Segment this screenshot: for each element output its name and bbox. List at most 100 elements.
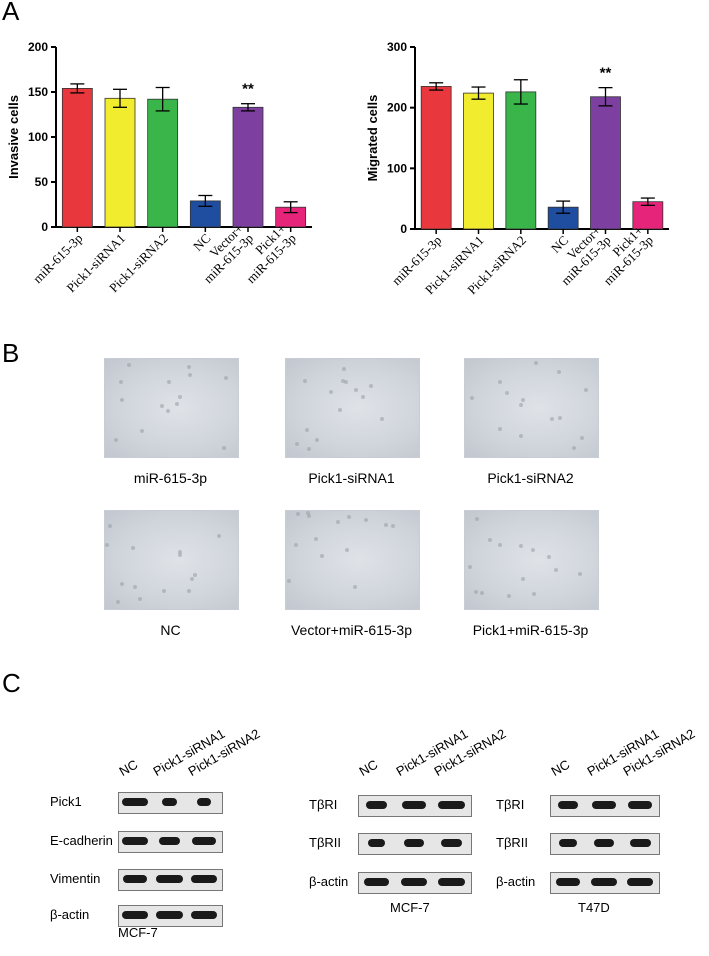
lane-header: NC: [356, 756, 381, 779]
cell-speck: [519, 403, 523, 407]
protein-band: [592, 801, 616, 809]
cell-speck: [584, 388, 588, 392]
cell-speck: [222, 446, 226, 450]
protein-band: [629, 839, 651, 847]
panel-label-b: B: [2, 338, 20, 368]
y-tick-label: 100: [28, 130, 48, 144]
protein-label: β-actin: [496, 874, 536, 889]
protein-band: [122, 911, 149, 919]
cell-speck: [187, 589, 191, 593]
y-tick-label: 300: [387, 40, 407, 54]
cell-speck: [307, 447, 311, 451]
cell-speck: [480, 591, 484, 595]
cell-speck: [534, 361, 538, 365]
cell-speck: [114, 438, 118, 442]
bar: [505, 91, 537, 230]
y-tick-label: 0: [41, 220, 48, 234]
lane-header: NC: [548, 756, 573, 779]
cell-speck: [521, 398, 525, 402]
cell-speck: [550, 417, 554, 421]
cell-speck: [119, 380, 123, 384]
cell-speck: [554, 568, 558, 572]
cell-speck: [166, 409, 170, 413]
cell-line-label: T47D: [578, 900, 610, 915]
cell-speck: [380, 417, 384, 421]
protein-band: [438, 878, 465, 886]
micrograph-caption: Pick1-siRNA2: [487, 470, 574, 486]
cell-speck: [347, 515, 351, 519]
lane-header: NC: [116, 756, 141, 779]
protein-band: [401, 801, 427, 809]
cell-line-label: MCF-7: [118, 925, 158, 940]
cell-speck: [532, 592, 536, 596]
cell-speck: [344, 380, 348, 384]
cell-speck: [131, 546, 135, 550]
panel-label-c: C: [2, 668, 21, 698]
cell-speck: [306, 511, 310, 515]
cell-speck: [572, 446, 576, 450]
protein-label: β-actin: [50, 907, 90, 922]
cell-speck: [558, 416, 562, 420]
cell-line-label: MCF-7: [390, 900, 430, 915]
y-tick-label: 0: [400, 222, 407, 236]
cell-speck: [140, 429, 144, 433]
protein-band: [196, 798, 212, 806]
cell-speck: [531, 548, 535, 552]
protein-band: [558, 839, 578, 847]
micrograph-caption: Pick1+miR-615-3p: [472, 622, 589, 638]
micrograph-image: [285, 510, 420, 610]
micrograph-image: [464, 510, 599, 610]
cell-speck: [507, 594, 511, 598]
protein-band: [161, 798, 178, 806]
y-tick-label: 150: [28, 85, 48, 99]
cell-speck: [474, 590, 478, 594]
cell-speck: [188, 373, 192, 377]
bar: [420, 86, 452, 230]
protein-band: [366, 801, 387, 809]
cell-speck: [342, 367, 346, 371]
cell-speck: [217, 534, 221, 538]
protein-label: E-cadherin: [50, 833, 113, 848]
cell-speck: [307, 514, 311, 518]
cell-speck: [296, 512, 300, 516]
significance-marker: **: [600, 65, 612, 82]
cell-speck: [361, 395, 365, 399]
cell-speck: [320, 554, 324, 558]
cell-speck: [133, 585, 137, 589]
cell-speck: [470, 396, 474, 400]
protein-band: [400, 878, 428, 886]
y-tick-label: 200: [387, 101, 407, 115]
cell-speck: [354, 388, 358, 392]
protein-label: TβRI: [496, 797, 525, 812]
protein-label: TβRII: [496, 835, 529, 850]
cell-speck: [160, 404, 164, 408]
protein-band: [404, 839, 424, 847]
protein-band: [591, 878, 617, 886]
micrograph-caption: Vector+miR-615-3p: [290, 622, 412, 638]
cell-speck: [178, 550, 182, 554]
protein-label: Pick1: [50, 794, 82, 809]
cell-speck: [475, 517, 479, 521]
cell-speck: [341, 379, 345, 383]
protein-band: [628, 801, 652, 809]
cell-speck: [105, 543, 109, 547]
bar: [104, 97, 136, 228]
cell-speck: [294, 543, 298, 547]
protein-band: [122, 837, 149, 845]
y-tick-label: 200: [28, 40, 48, 54]
y-axis-label: Migrated cells: [365, 95, 380, 182]
cell-speck: [338, 408, 342, 412]
protein-band: [627, 878, 653, 886]
cell-speck: [384, 523, 388, 527]
protein-band: [156, 911, 183, 919]
cell-speck: [167, 380, 171, 384]
cell-speck: [193, 573, 197, 577]
protein-band: [594, 839, 614, 847]
cell-speck: [336, 520, 340, 524]
micrograph-image: [104, 510, 239, 610]
protein-band: [156, 875, 183, 883]
significance-marker: **: [242, 81, 254, 98]
cell-speck: [498, 427, 502, 431]
cell-speck: [138, 597, 142, 601]
